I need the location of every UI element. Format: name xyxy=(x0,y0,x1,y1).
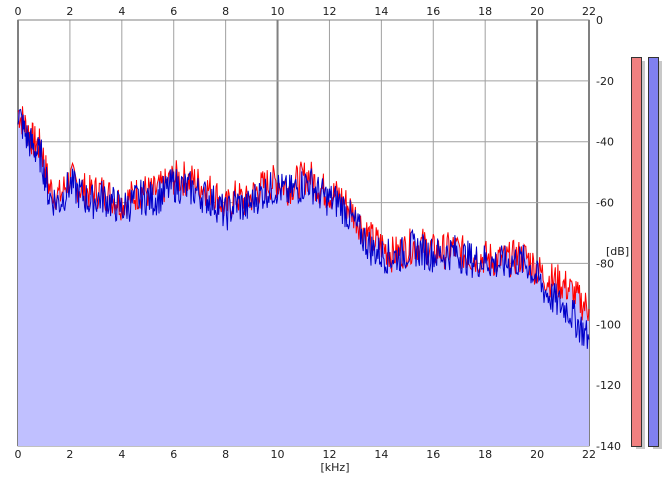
left-channel-series xyxy=(17,106,590,321)
x-tick-label-bottom: 22 xyxy=(582,448,596,461)
y-tick-label: -100 xyxy=(596,318,621,331)
x-tick-label-top: 8 xyxy=(222,5,229,18)
x-tick-label-top: 18 xyxy=(478,5,492,18)
y-tick-label: -40 xyxy=(596,136,614,149)
y-tick-label: 0 xyxy=(596,14,603,27)
x-axis-unit-label: [kHz] xyxy=(321,461,350,474)
x-tick-label-top: 0 xyxy=(15,5,22,18)
x-tick-label-top: 4 xyxy=(118,5,125,18)
x-tick-label-bottom: 16 xyxy=(426,448,440,461)
y-tick-label: -80 xyxy=(596,257,614,270)
x-tick-label-top: 6 xyxy=(170,5,177,18)
axes: [kHz] [dB] 00224466881010121214141616181… xyxy=(15,5,630,474)
y-axis-unit-label: [dB] xyxy=(606,245,629,258)
left-channel-level-meter xyxy=(631,57,642,447)
spectrum-fill-path xyxy=(18,106,589,447)
x-tick-label-bottom: 0 xyxy=(15,448,22,461)
x-tick-label-bottom: 14 xyxy=(374,448,388,461)
x-tick-label-top: 20 xyxy=(530,5,544,18)
y-tick-label: -60 xyxy=(596,197,614,210)
x-tick-label-bottom: 8 xyxy=(222,448,229,461)
x-tick-label-bottom: 12 xyxy=(322,448,336,461)
x-tick-label-bottom: 4 xyxy=(118,448,125,461)
x-tick-label-top: 22 xyxy=(582,5,596,18)
right-channel-level-meter xyxy=(648,57,659,447)
spectrum-series xyxy=(17,106,590,349)
x-tick-label-top: 14 xyxy=(374,5,388,18)
spectrum-fill-area xyxy=(18,106,589,447)
x-tick-label-bottom: 10 xyxy=(271,448,285,461)
x-tick-label-bottom: 6 xyxy=(170,448,177,461)
y-tick-label: -20 xyxy=(596,75,614,88)
x-tick-label-top: 16 xyxy=(426,5,440,18)
y-tick-label: -120 xyxy=(596,379,621,392)
x-tick-label-bottom: 18 xyxy=(478,448,492,461)
x-tick-label-bottom: 2 xyxy=(66,448,73,461)
x-tick-label-bottom: 20 xyxy=(530,448,544,461)
y-tick-label: -140 xyxy=(596,440,621,453)
x-tick-label-top: 10 xyxy=(271,5,285,18)
x-tick-label-top: 12 xyxy=(322,5,336,18)
x-tick-label-top: 2 xyxy=(66,5,73,18)
right-channel-series xyxy=(17,108,590,349)
